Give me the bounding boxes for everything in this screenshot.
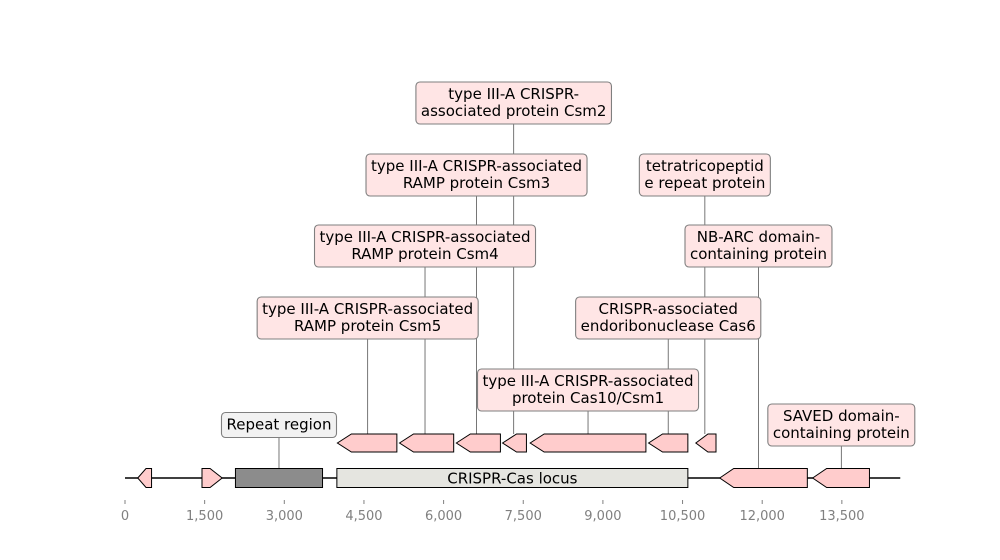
gene-arrow bbox=[694, 433, 717, 453]
crispr-cas-locus-label: CRISPR-Cas locus bbox=[447, 470, 577, 488]
crispr-cas-locus-block bbox=[336, 468, 689, 488]
feature-label-text: type III-A CRISPR-associated bbox=[320, 228, 531, 246]
gene-arrow bbox=[398, 433, 455, 453]
feature-label-text: type III-A CRISPR-associated bbox=[262, 300, 473, 318]
gene-arrow bbox=[811, 468, 870, 488]
gene-arrow bbox=[455, 433, 501, 453]
feature-label-text: protein Cas10/Csm1 bbox=[512, 389, 664, 407]
feature-label-box bbox=[638, 153, 771, 197]
feature-label-box bbox=[313, 224, 537, 268]
feature-label-box bbox=[256, 296, 479, 340]
feature-label-text: containing protein bbox=[690, 245, 827, 263]
gene-arrow bbox=[501, 433, 527, 453]
feature-label-text: NB-ARC domain- bbox=[697, 228, 820, 246]
gene-arrow bbox=[647, 433, 689, 453]
feature-label-saved: SAVED domain-containing protein bbox=[767, 403, 916, 447]
feature-label-csm2: type III-A CRISPR-associated protein Csm… bbox=[415, 81, 613, 125]
feature-label-box bbox=[476, 368, 700, 412]
feature-label-box bbox=[767, 403, 916, 447]
x-tick-label: 3,000 bbox=[266, 509, 303, 524]
x-tick-label: 7,500 bbox=[505, 509, 542, 524]
gene-arrow bbox=[718, 468, 808, 488]
feature-label-text: associated protein Csm2 bbox=[421, 102, 607, 120]
feature-label-text: type III-A CRISPR- bbox=[448, 85, 579, 103]
feature-label-text: SAVED domain- bbox=[783, 407, 900, 425]
feature-labels: type III-A CRISPR-associated protein Csm… bbox=[220, 81, 916, 447]
feature-label-repeat: Repeat region bbox=[220, 411, 338, 439]
x-tick-label: 4,500 bbox=[345, 509, 382, 524]
repeat-region-block bbox=[234, 468, 324, 488]
x-axis: 0 1,500 3,000 4,500 6,000 7,500 9,000 10,500 12,… bbox=[121, 500, 865, 524]
feature-label-text: RAMP protein Csm5 bbox=[294, 317, 441, 335]
x-tick-label: 1,500 bbox=[186, 509, 223, 524]
gene-arrow bbox=[137, 468, 153, 488]
x-tick-label: 10,500 bbox=[660, 509, 706, 524]
gene-arrow bbox=[529, 433, 647, 453]
feature-label-text: RAMP protein Csm3 bbox=[403, 174, 550, 192]
gene-arrow bbox=[201, 468, 223, 488]
feature-label-box bbox=[220, 411, 338, 439]
feature-label-text: Repeat region bbox=[226, 416, 331, 434]
x-tick-label: 13,500 bbox=[819, 509, 865, 524]
feature-label-text: type III-A CRISPR-associated bbox=[371, 157, 582, 175]
feature-label-text: containing protein bbox=[773, 424, 910, 442]
gene-arrow bbox=[336, 433, 398, 453]
feature-label-text: type III-A CRISPR-associated bbox=[483, 372, 694, 390]
feature-label-text: RAMP protein Csm4 bbox=[351, 245, 498, 263]
feature-label-text: CRISPR-associated bbox=[599, 300, 738, 318]
feature-label-text: tetratricopeptid bbox=[646, 157, 764, 175]
feature-label-box bbox=[365, 153, 588, 197]
x-tick-label: 0 bbox=[121, 509, 129, 524]
feature-label-box bbox=[575, 296, 762, 340]
feature-label-text: endoribonuclease Cas6 bbox=[581, 317, 756, 335]
feature-label-text: e repeat protein bbox=[644, 174, 765, 192]
x-tick-label: 9,000 bbox=[584, 509, 621, 524]
feature-label-box bbox=[684, 224, 833, 268]
feature-label-box bbox=[415, 81, 613, 125]
feature-label-nbarc: NB-ARC domain-containing protein bbox=[684, 224, 833, 268]
x-tick-label: 6,000 bbox=[425, 509, 462, 524]
features: CRISPR-Cas locus bbox=[137, 433, 870, 488]
x-tick-label: 12,000 bbox=[739, 509, 785, 524]
